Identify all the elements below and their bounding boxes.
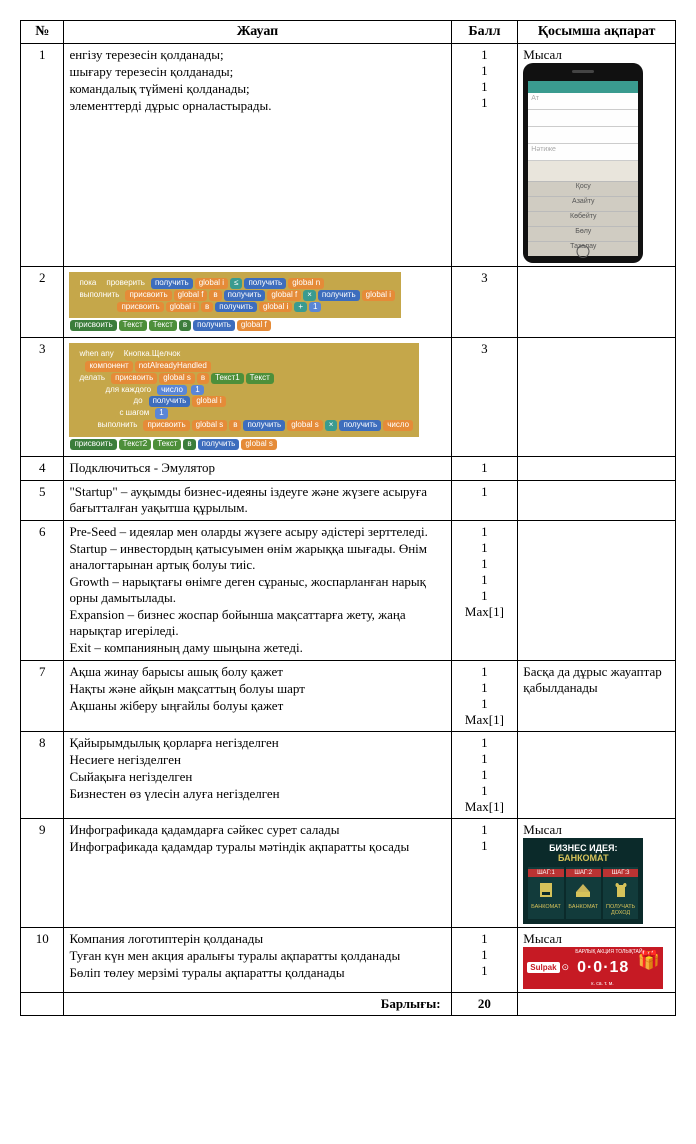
row-num: 3	[21, 338, 64, 456]
hdr-extra: Қосымша ақпарат	[518, 21, 676, 44]
table-row: 9Инфографикада қадамдарға сәйкес сурет с…	[21, 818, 676, 927]
hdr-score: Балл	[451, 21, 518, 44]
table-row: 5"Startup" – ауқымды бизнес-идеяны іздеу…	[21, 480, 676, 520]
row-score: 1111	[451, 44, 518, 267]
row-answer: Pre-Seed – идеялар мен оларды жүзеге асы…	[64, 520, 451, 660]
row-score: 111	[451, 927, 518, 992]
row-num: 6	[21, 520, 64, 660]
row-score: 3	[451, 267, 518, 338]
row-answer: покапроверитьполучитьglobal i≤получитьgl…	[64, 267, 451, 338]
hdr-ans: Жауап	[64, 21, 451, 44]
phone-mockup: АтНәтижеҚосуАзайтуКөбейтуБөлуТазалау	[523, 63, 643, 263]
row-answer: "Startup" – ауқымды бизнес-идеяны іздеуг…	[64, 480, 451, 520]
table-row: 10Компания логотиптерін қолданадыТуған к…	[21, 927, 676, 992]
row-answer: енгізу терезесін қолданады;шығару терезе…	[64, 44, 451, 267]
table-row: 2покапроверитьполучитьglobal i≤получитьg…	[21, 267, 676, 338]
row-num: 5	[21, 480, 64, 520]
row-score: 1	[451, 480, 518, 520]
table-row: 7Ақша жинау барысы ашық болу қажетНақты …	[21, 660, 676, 731]
row-num: 7	[21, 660, 64, 731]
row-answer: Инфографикада қадамдарға сәйкес сурет са…	[64, 818, 451, 927]
row-extra: МысалSulpak ⊙БАРЛЫҚ АКЦИЯ ТОЛЫҚТАЙ0·0·18…	[518, 927, 676, 992]
table-row: 6Pre-Seed – идеялар мен оларды жүзеге ас…	[21, 520, 676, 660]
row-score: 3	[451, 338, 518, 456]
row-num: 10	[21, 927, 64, 992]
row-answer: when anyКнопка.ЩелчоккомпонентnotAlready…	[64, 338, 451, 456]
row-score: 11	[451, 818, 518, 927]
row-num: 4	[21, 456, 64, 480]
row-num: 9	[21, 818, 64, 927]
row-extra	[518, 338, 676, 456]
table-row: 1енгізу терезесін қолданады;шығару терез…	[21, 44, 676, 267]
row-extra	[518, 480, 676, 520]
infographic-card: БИЗНЕС ИДЕЯ:БАНКОМАТШАГ:1БАНКОМАТШАГ:2БА…	[523, 838, 643, 924]
row-extra	[518, 520, 676, 660]
row-score: 111Max[1]	[451, 660, 518, 731]
total-label: Барлығы:	[64, 992, 451, 1015]
row-extra: МысалБИЗНЕС ИДЕЯ:БАНКОМАТШАГ:1БАНКОМАТША…	[518, 818, 676, 927]
table-row: 3when anyКнопка.ЩелчоккомпонентnotAlread…	[21, 338, 676, 456]
row-answer: Подключиться - Эмулятор	[64, 456, 451, 480]
row-num: 1	[21, 44, 64, 267]
row-extra: Басқа да дұрыс жауаптар қабылданады	[518, 660, 676, 731]
row-answer: Компания логотиптерін қолданадыТуған күн…	[64, 927, 451, 992]
row-score: 11111Max[1]	[451, 520, 518, 660]
header-row: № Жауап Балл Қосымша ақпарат	[21, 21, 676, 44]
hdr-num: №	[21, 21, 64, 44]
scoring-table: № Жауап Балл Қосымша ақпарат 1енгізу тер…	[20, 20, 676, 1016]
row-extra	[518, 267, 676, 338]
row-extra: МысалАтНәтижеҚосуАзайтуКөбейтуБөлуТазала…	[518, 44, 676, 267]
row-num: 8	[21, 731, 64, 818]
row-score: 1	[451, 456, 518, 480]
row-extra	[518, 731, 676, 818]
total-row: Барлығы: 20	[21, 992, 676, 1015]
table-row: 8Қайырымдылық қорларға негізделгенНесиег…	[21, 731, 676, 818]
row-num: 2	[21, 267, 64, 338]
row-extra	[518, 456, 676, 480]
row-score: 1111Max[1]	[451, 731, 518, 818]
row-answer: Ақша жинау барысы ашық болу қажетНақты ж…	[64, 660, 451, 731]
table-row: 4Подключиться - Эмулятор1	[21, 456, 676, 480]
promo-banner: Sulpak ⊙БАРЛЫҚ АКЦИЯ ТОЛЫҚТАЙ0·0·18к. са…	[523, 947, 663, 989]
total-value: 20	[451, 992, 518, 1015]
row-answer: Қайырымдылық қорларға негізделгенНесиеге…	[64, 731, 451, 818]
